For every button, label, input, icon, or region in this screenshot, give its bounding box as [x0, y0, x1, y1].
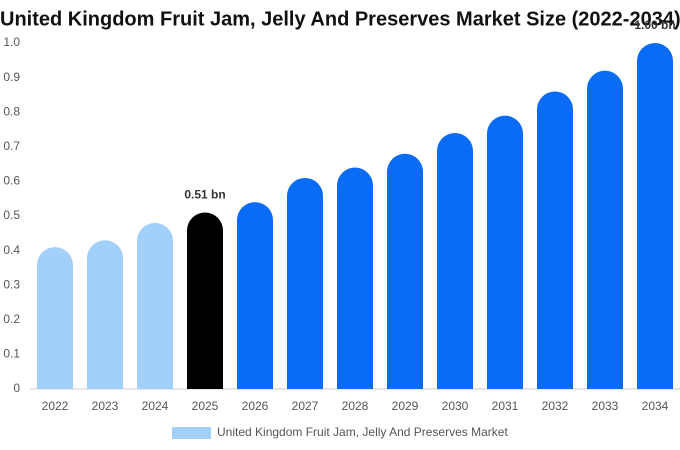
- chart-title: United Kingdom Fruit Jam, Jelly And Pres…: [0, 8, 680, 30]
- x-tick-label: 2034: [642, 399, 669, 413]
- bar: [437, 132, 473, 389]
- x-tick-label: 2022: [42, 399, 69, 413]
- bar: [637, 43, 673, 389]
- x-tick-label: 2026: [242, 399, 269, 413]
- x-tick-label: 2028: [342, 399, 369, 413]
- x-tick-label: 2024: [142, 399, 169, 413]
- x-tick-label: 2029: [392, 399, 419, 413]
- y-tick-label: 0.4: [3, 243, 20, 257]
- bar: [387, 153, 423, 389]
- x-tick-label: 2032: [542, 399, 569, 413]
- bar: [237, 202, 273, 389]
- x-tick-label: 2027: [292, 399, 319, 413]
- legend-swatch: [172, 427, 211, 439]
- data-label: 0.51 bn: [184, 188, 225, 202]
- bar: [587, 70, 623, 390]
- legend-label: United Kingdom Fruit Jam, Jelly And Pres…: [217, 425, 508, 439]
- y-tick-label: 1.0: [3, 35, 20, 49]
- bar: [137, 222, 173, 389]
- y-tick-label: 0.2: [3, 312, 20, 326]
- x-tick-label: 2030: [442, 399, 469, 413]
- y-tick-label: 0.3: [3, 277, 20, 291]
- bar: [87, 240, 123, 389]
- bar: [537, 91, 573, 390]
- y-tick-label: 0.6: [3, 174, 20, 188]
- x-tick-label: 2025: [192, 399, 219, 413]
- x-tick-label: 2023: [92, 399, 119, 413]
- y-tick-label: 0.7: [3, 139, 20, 153]
- y-tick-label: 0.9: [3, 70, 20, 84]
- bar: [187, 212, 223, 389]
- y-tick-label: 0.8: [3, 104, 20, 118]
- data-label: 1.00 bn: [634, 18, 675, 32]
- bar: [487, 115, 523, 389]
- bar: [337, 167, 373, 389]
- y-tick-label: 0.5: [3, 208, 20, 222]
- y-tick-label: 0.1: [3, 347, 20, 361]
- bar: [287, 177, 323, 389]
- bar: [37, 247, 73, 389]
- y-tick-label: 0: [13, 381, 20, 395]
- x-tick-label: 2031: [492, 399, 519, 413]
- x-tick-label: 2033: [592, 399, 619, 413]
